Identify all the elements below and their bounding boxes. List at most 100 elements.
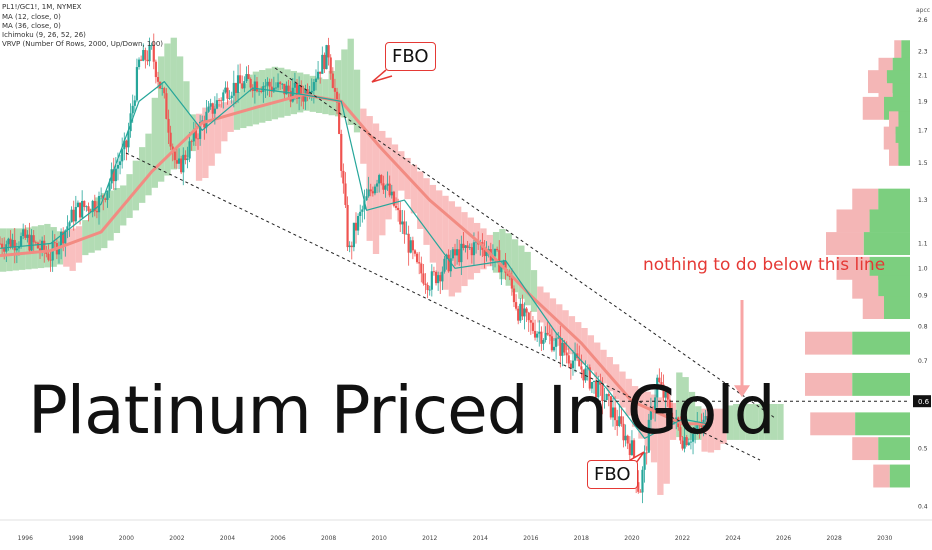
cloud-segment <box>88 208 95 253</box>
candle-body <box>466 245 469 248</box>
cloud-segment <box>752 403 759 440</box>
cloud-segment <box>429 184 437 263</box>
indicator-ichimoku[interactable]: Ichimoku (9, 26, 52, 26) <box>2 31 86 39</box>
candle-body <box>7 238 10 245</box>
candle-body <box>76 202 80 207</box>
candle-body <box>325 45 328 70</box>
candle-body <box>72 209 75 222</box>
candle-body <box>428 289 431 291</box>
candle-body <box>538 331 541 334</box>
candle-body <box>28 234 31 251</box>
candle-body <box>620 416 623 424</box>
candle-body <box>22 229 25 237</box>
candle-body <box>388 183 391 196</box>
cloud-segment <box>663 400 670 484</box>
candle-body <box>249 78 252 88</box>
candle-body <box>527 312 530 321</box>
candle-body <box>645 452 648 454</box>
candle-body <box>192 129 195 142</box>
candle-body <box>329 57 332 74</box>
symbol-line: PL1!/GC1!, 1M, NYMEX <box>2 3 82 11</box>
candle-body <box>533 330 537 338</box>
candle-body <box>291 87 294 102</box>
candle-body <box>706 416 709 429</box>
candle-body <box>506 272 509 276</box>
x-tick-label: 2004 <box>220 535 235 542</box>
candle-body <box>542 340 545 344</box>
vp-bar-down <box>883 126 896 150</box>
indicator-vrvp[interactable]: VRVP (Number Of Rows, 2000, Up/Down, 100… <box>2 40 163 48</box>
candle-body <box>161 88 164 89</box>
cloud-segment <box>688 391 696 440</box>
candle-body <box>257 90 261 92</box>
candle-body <box>123 140 126 150</box>
vp-bar-up <box>901 40 910 64</box>
candle-body <box>224 87 227 93</box>
candle-body <box>399 210 402 225</box>
candle-body <box>557 337 560 339</box>
candle-body <box>264 85 267 87</box>
cloud-segment <box>113 188 121 234</box>
candle-body <box>66 226 69 231</box>
y-tick-label: 1.5 <box>918 160 928 167</box>
candle-body <box>447 254 450 272</box>
indicator-ma36[interactable]: MA (36, close, 0) <box>2 22 61 30</box>
vp-bar-down <box>894 40 902 64</box>
cloud-segment <box>758 403 765 440</box>
candle-body <box>483 249 486 257</box>
candle-body <box>424 283 427 285</box>
candle-body <box>152 44 155 62</box>
cloud-segment <box>499 228 506 280</box>
candle-body <box>685 437 688 446</box>
candle-body <box>380 175 383 184</box>
y-tick-label: 0.9 <box>918 293 928 300</box>
x-tick-label: 2008 <box>321 535 336 542</box>
vp-bar-up <box>878 275 910 299</box>
candle-body <box>464 245 467 248</box>
candle-body <box>523 308 526 317</box>
candle-body <box>1 243 4 249</box>
candle-body <box>173 151 176 161</box>
vp-bar-down <box>805 372 853 396</box>
candle-body <box>243 81 246 89</box>
x-tick-label: 1998 <box>68 535 83 542</box>
candle-body <box>485 251 488 257</box>
cloud-segment <box>170 37 177 170</box>
indicator-ma12[interactable]: MA (12, close, 0) <box>2 13 61 21</box>
candle-body <box>603 400 606 401</box>
candle-body <box>270 86 273 92</box>
candle-body <box>458 249 461 263</box>
candle-body <box>592 380 596 383</box>
cloud-segment <box>505 233 512 286</box>
vp-bar-down <box>810 412 856 436</box>
candle-body <box>666 391 669 400</box>
cloud-segment <box>631 386 639 427</box>
candle-body <box>422 273 425 284</box>
candle-body <box>508 275 511 277</box>
candle-body <box>228 98 231 99</box>
cloud-segment <box>265 68 272 122</box>
candle-body <box>209 103 212 107</box>
candle-body <box>340 133 343 171</box>
candle-body <box>597 380 600 398</box>
candle-body <box>144 50 147 60</box>
cloud-segment <box>63 230 70 267</box>
candle-body <box>373 186 377 194</box>
cloud-segment <box>391 144 399 205</box>
candle-body <box>580 366 583 370</box>
candle-body <box>327 45 330 58</box>
candle-body <box>346 204 349 248</box>
cloud-segment <box>353 69 361 133</box>
candle-body <box>630 440 634 456</box>
cloud-segment <box>328 70 335 116</box>
candle-body <box>234 82 238 93</box>
cloud-segment <box>436 190 443 281</box>
candle-body <box>704 416 707 420</box>
candle-body <box>449 258 452 272</box>
cloud-segment <box>75 226 83 263</box>
candle-body <box>437 275 440 284</box>
candle-body <box>683 437 686 449</box>
candle-body <box>348 245 351 248</box>
candle-body <box>184 154 187 161</box>
